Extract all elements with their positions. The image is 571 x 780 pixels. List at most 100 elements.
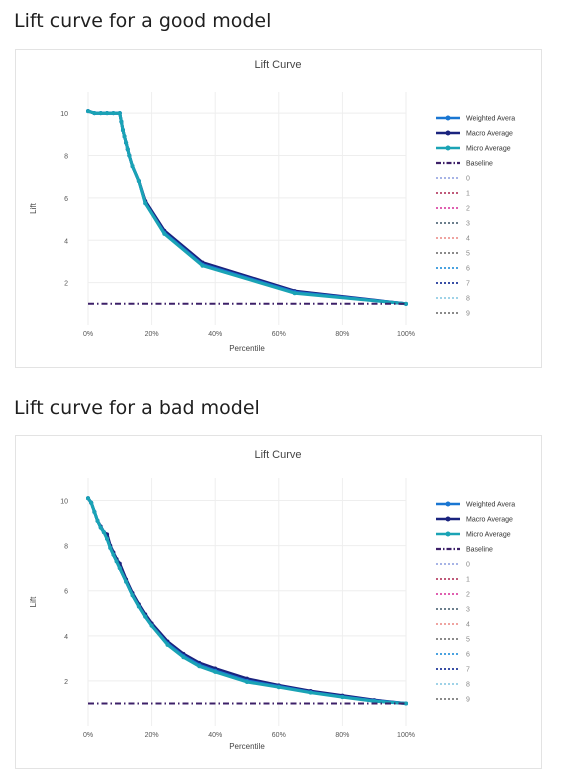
legend-item[interactable]: 6 [436,652,470,659]
legend-item[interactable]: 7 [436,667,470,674]
legend-item[interactable]: 0 [436,562,470,569]
legend-marker [446,502,451,507]
lift-chart-bad-model: Lift Curve 0% 20% 40% 60% 80% 100% 2 4 6 8 10 Percen… [15,435,542,769]
legend-label: Micro Average [466,532,511,539]
x-tick-label: 0% [83,732,93,739]
series-point-micro-average [89,501,93,505]
legend-item[interactable]: 5 [436,251,470,258]
series-point-micro-average [213,670,217,674]
x-tick-label: 40% [208,732,222,739]
x-tick-label: 100% [397,331,415,338]
y-tick-label: 4 [64,634,68,641]
legend-label: Weighted Avera [466,502,515,509]
legend-item[interactable]: Baseline [436,547,493,554]
legend-label: 6 [466,652,470,659]
series-point-micro-average [404,701,408,705]
legend-item[interactable]: 3 [436,221,470,228]
series-point-micro-average [200,264,204,268]
x-tick-label: 60% [272,331,286,338]
x-tick-label: 100% [397,732,415,739]
legend-label: 4 [466,236,470,243]
legend-label: 6 [466,266,470,273]
series-point-micro-average [309,691,313,695]
legend-label: 5 [466,251,470,258]
x-tick-label: 80% [335,331,349,338]
legend-label: 8 [466,296,470,303]
legend-marker [446,116,451,121]
legend-label: Micro Average [466,146,511,153]
legend-item[interactable]: Micro Average [436,532,511,539]
legend-item[interactable]: Weighted Avera [436,116,515,123]
y-tick-label: 6 [64,196,68,203]
series-point-micro-average [102,530,106,534]
legend-label: Weighted Avera [466,116,515,123]
y-tick-label: 6 [64,589,68,596]
series-point-micro-average [181,655,185,659]
series-point-micro-average [92,510,96,514]
series-point-micro-average [111,553,115,557]
y-axis-label: Lift [29,596,38,607]
series-point-micro-average [126,147,130,151]
legend-item[interactable]: 8 [436,296,470,303]
legend-marker [446,131,451,136]
series-point-micro-average [143,615,147,619]
legend-item[interactable]: 2 [436,592,470,599]
series-point-micro-average [197,664,201,668]
legend-item[interactable]: 0 [436,176,470,183]
legend-label: 9 [466,697,470,704]
legend-item[interactable]: 9 [436,697,470,704]
legend-item[interactable]: 4 [436,622,470,629]
legend-item[interactable]: 7 [436,281,470,288]
legend-item[interactable]: Macro Average [436,131,513,138]
legend-item[interactable]: 1 [436,577,470,584]
legend-label: 3 [466,221,470,228]
legend-item[interactable]: 1 [436,191,470,198]
x-axis-label: Percentile [229,742,265,751]
y-tick-label: 10 [60,499,68,506]
series-point-micro-average [143,201,147,205]
legend-marker [446,532,451,537]
series-point-micro-average [92,111,96,115]
legend-label: 2 [466,592,470,599]
legend-item[interactable]: 5 [436,637,470,644]
legend-item[interactable]: 2 [436,206,470,213]
y-tick-label: 8 [64,154,68,161]
legend-item[interactable]: Baseline [436,161,493,168]
legend-item[interactable]: Macro Average [436,517,513,524]
legend-item[interactable]: 9 [436,311,470,318]
y-tick-label: 2 [64,679,68,686]
series-point-micro-average [162,232,166,236]
legend-item[interactable]: Micro Average [436,146,511,153]
legend-label: 4 [466,622,470,629]
x-tick-label: 80% [335,732,349,739]
x-tick-label: 0% [83,331,93,338]
x-tick-label: 40% [208,331,222,338]
chart-title: Lift Curve [254,449,301,461]
legend-label: 8 [466,682,470,689]
y-tick-label: 10 [60,111,68,118]
legend-item[interactable]: 8 [436,682,470,689]
legend-label: 0 [466,176,470,183]
chart-title: Lift Curve [254,59,301,71]
legend-label: 1 [466,577,470,584]
series-point-micro-average [340,695,344,699]
legend-item[interactable]: 6 [436,266,470,273]
legend-item[interactable]: 4 [436,236,470,243]
y-tick-label: 8 [64,544,68,551]
series-point-micro-average [96,519,100,523]
y-axis-label: Lift [29,202,38,213]
legend-item[interactable]: Weighted Avera [436,502,515,509]
series-point-micro-average [99,526,103,530]
series-point-micro-average [131,593,135,597]
legend-label: 5 [466,637,470,644]
series-point-micro-average [131,164,135,168]
legend-label: 9 [466,311,470,318]
legend-item[interactable]: 3 [436,607,470,614]
series-point-micro-average [86,496,90,500]
y-tick-label: 4 [64,238,68,245]
series-point-micro-average [166,643,170,647]
series-point-micro-average [150,624,154,628]
series-line-macro-average [88,111,406,304]
